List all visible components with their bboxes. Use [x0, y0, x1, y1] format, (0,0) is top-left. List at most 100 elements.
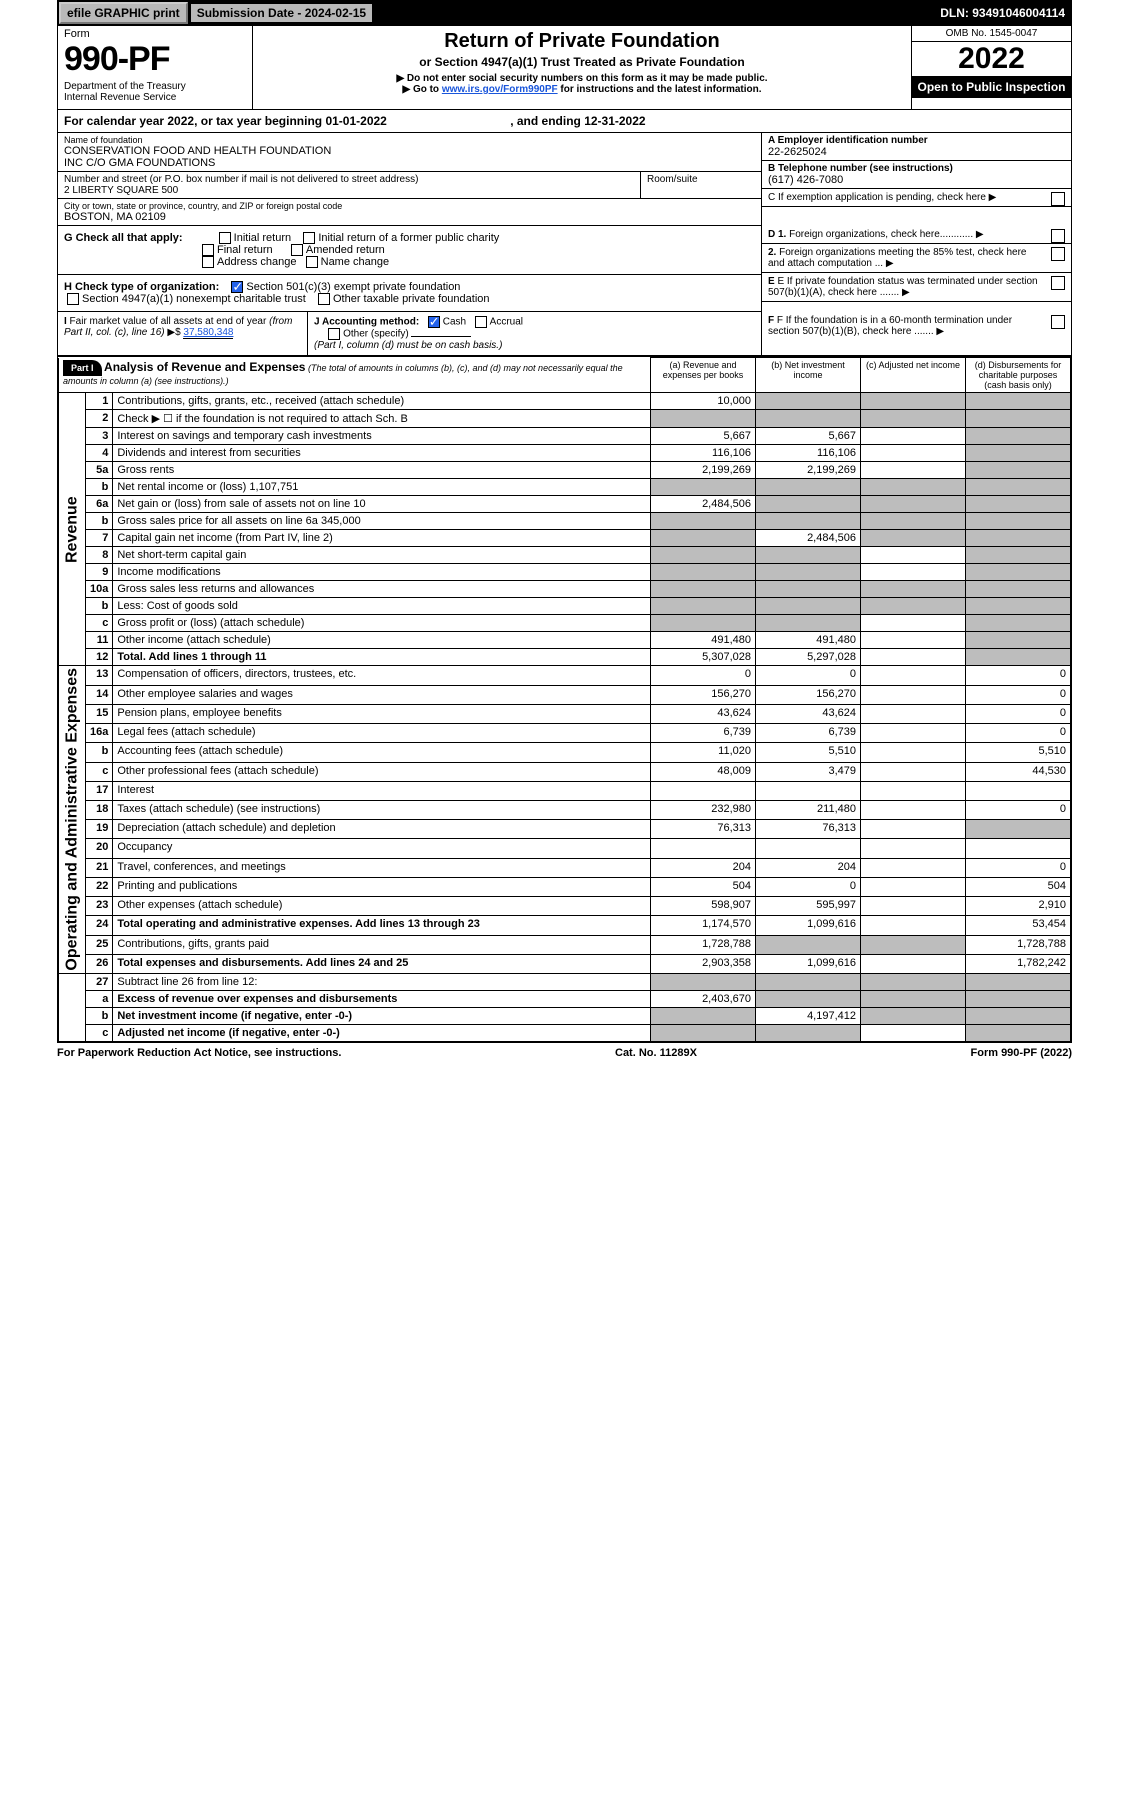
- dln-number: DLN: 93491046004114: [934, 4, 1071, 22]
- amount-cell: [861, 897, 966, 916]
- line-description: Total. Add lines 1 through 11: [113, 649, 651, 666]
- amount-cell: [861, 496, 966, 513]
- amount-cell: [861, 462, 966, 479]
- foundation-name-cell: Name of foundation CONSERVATION FOOD AND…: [58, 133, 761, 172]
- line-description: Gross sales less returns and allowances: [113, 581, 651, 598]
- amount-cell: [966, 513, 1071, 530]
- irs-link[interactable]: www.irs.gov/Form990PF: [442, 84, 558, 95]
- d2-checkbox[interactable]: [1051, 247, 1065, 261]
- line-description: Accounting fees (attach schedule): [113, 743, 651, 762]
- line-description: Gross rents: [113, 462, 651, 479]
- d1-checkbox[interactable]: [1051, 229, 1065, 243]
- amount-cell: [651, 530, 756, 547]
- amount-cell: [651, 479, 756, 496]
- amount-cell: [861, 801, 966, 820]
- form-header: Form 990-PF Department of the Treasury I…: [58, 25, 1071, 109]
- line-description: Dividends and interest from securities: [113, 445, 651, 462]
- amount-cell: 0: [966, 704, 1071, 723]
- f-checkbox[interactable]: [1051, 315, 1065, 329]
- efile-print-button[interactable]: efile GRAPHIC print: [59, 2, 188, 24]
- footer-right: Form 990-PF (2022): [971, 1047, 1073, 1059]
- h-other-checkbox[interactable]: [318, 293, 330, 305]
- line-description: Net rental income or (loss) 1,107,751: [113, 479, 651, 496]
- line-number: 9: [86, 564, 113, 581]
- amount-cell: 5,297,028: [756, 649, 861, 666]
- g-initial-checkbox[interactable]: [219, 232, 231, 244]
- amount-cell: [966, 428, 1071, 445]
- amount-cell: 6,739: [651, 724, 756, 743]
- line-description: Pension plans, employee benefits: [113, 704, 651, 723]
- table-row: 8Net short-term capital gain: [59, 547, 1071, 564]
- line-description: Total operating and administrative expen…: [113, 916, 651, 935]
- page-footer: For Paperwork Reduction Act Notice, see …: [57, 1043, 1072, 1063]
- line-description: Other professional fees (attach schedule…: [113, 762, 651, 781]
- amount-cell: [756, 547, 861, 564]
- table-row: 19Depreciation (attach schedule) and dep…: [59, 820, 1071, 839]
- table-row: 27Subtract line 26 from line 12:: [59, 974, 1071, 991]
- line-number: 13: [86, 666, 113, 685]
- g-initial-former-checkbox[interactable]: [303, 232, 315, 244]
- amount-cell: [756, 393, 861, 410]
- department-label: Department of the Treasury Internal Reve…: [64, 81, 246, 103]
- amount-cell: [756, 991, 861, 1008]
- amount-cell: [651, 615, 756, 632]
- amount-cell: 595,997: [756, 897, 861, 916]
- g-final-checkbox[interactable]: [202, 244, 214, 256]
- line-number: 11: [86, 632, 113, 649]
- amount-cell: [651, 839, 756, 858]
- line-number: 14: [86, 685, 113, 704]
- amount-cell: 0: [966, 724, 1071, 743]
- line-description: Other expenses (attach schedule): [113, 897, 651, 916]
- table-row: 10aGross sales less returns and allowanc…: [59, 581, 1071, 598]
- amount-cell: [756, 513, 861, 530]
- amount-cell: [756, 615, 861, 632]
- amount-cell: [966, 991, 1071, 1008]
- line-number: b: [86, 479, 113, 496]
- amount-cell: [651, 581, 756, 598]
- amount-cell: [861, 581, 966, 598]
- amount-cell: [861, 393, 966, 410]
- j-cash-checkbox[interactable]: [428, 316, 440, 328]
- line-number: 26: [86, 954, 113, 973]
- c-checkbox[interactable]: [1051, 192, 1065, 206]
- table-row: 21Travel, conferences, and meetings20420…: [59, 858, 1071, 877]
- form-number: 990-PF: [64, 40, 246, 79]
- side-label: Revenue: [59, 393, 86, 666]
- line-number: c: [86, 762, 113, 781]
- amount-cell: [861, 410, 966, 428]
- col-b-header: (b) Net investment income: [756, 358, 861, 393]
- g-amended-checkbox[interactable]: [291, 244, 303, 256]
- amount-cell: 0: [966, 858, 1071, 877]
- line-number: 12: [86, 649, 113, 666]
- amount-cell: 504: [651, 877, 756, 896]
- form-container: efile GRAPHIC print Submission Date - 20…: [57, 0, 1072, 1043]
- amount-cell: [861, 704, 966, 723]
- h-501c3-checkbox[interactable]: [231, 281, 243, 293]
- amount-cell: [861, 685, 966, 704]
- amount-cell: [861, 781, 966, 800]
- j-other-checkbox[interactable]: [328, 328, 340, 340]
- instruction-2: ▶ Go to www.irs.gov/Form990PF for instru…: [263, 84, 901, 95]
- part1-table: Part I Analysis of Revenue and Expenses …: [58, 357, 1071, 1042]
- amount-cell: [966, 1008, 1071, 1025]
- e-checkbox[interactable]: [1051, 276, 1065, 290]
- table-row: 7Capital gain net income (from Part IV, …: [59, 530, 1071, 547]
- line-description: Excess of revenue over expenses and disb…: [113, 991, 651, 1008]
- line-description: Other income (attach schedule): [113, 632, 651, 649]
- amount-cell: [861, 839, 966, 858]
- table-row: cOther professional fees (attach schedul…: [59, 762, 1071, 781]
- amount-cell: [861, 954, 966, 973]
- j-accrual-checkbox[interactable]: [475, 316, 487, 328]
- table-row: cGross profit or (loss) (attach schedule…: [59, 615, 1071, 632]
- amount-cell: [861, 445, 966, 462]
- line-number: 4: [86, 445, 113, 462]
- address-cell: Number and street (or P.O. box number if…: [58, 172, 641, 199]
- h-4947-checkbox[interactable]: [67, 293, 79, 305]
- amount-cell: 232,980: [651, 801, 756, 820]
- g-name-checkbox[interactable]: [306, 256, 318, 268]
- line-number: 16a: [86, 724, 113, 743]
- g-address-checkbox[interactable]: [202, 256, 214, 268]
- amount-cell: 0: [966, 801, 1071, 820]
- line-number: 24: [86, 916, 113, 935]
- amount-cell: [756, 974, 861, 991]
